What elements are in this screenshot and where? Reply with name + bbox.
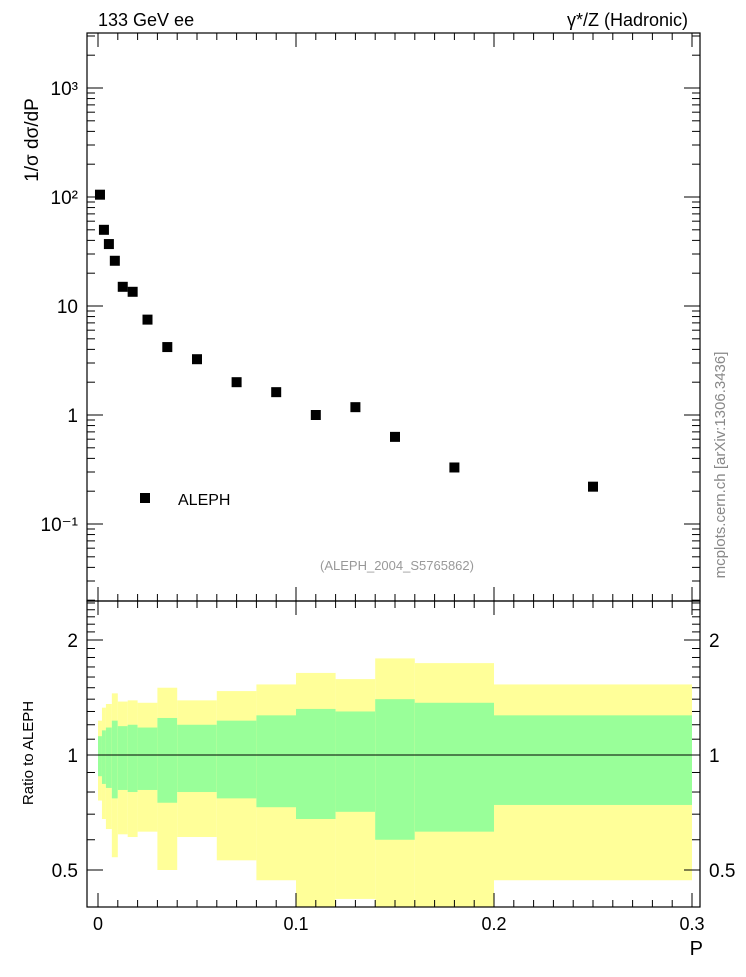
data-point — [94, 189, 105, 200]
data-point — [98, 224, 109, 235]
data-point — [390, 431, 400, 442]
data-point — [162, 342, 173, 353]
data-point — [350, 402, 361, 413]
inner-band-bin — [216, 720, 257, 799]
data-point — [142, 314, 153, 325]
inner-band-bin — [296, 708, 336, 819]
inner-band-bin — [375, 699, 415, 840]
data-point — [449, 462, 460, 473]
legend-marker — [140, 493, 150, 503]
ratio-y-tick-label-right: 1 — [709, 746, 720, 767]
y-tick-label: 10² — [51, 188, 78, 209]
x-tick-label: 0.2 — [481, 914, 506, 934]
ratio-y-tick-label: 1 — [67, 746, 78, 767]
inner-band-bin — [101, 730, 106, 784]
ratio-frame — [86, 600, 701, 908]
inner-band-bin — [127, 724, 138, 793]
data-point — [192, 354, 202, 365]
data-point — [103, 239, 114, 250]
title-right: γ*/Z (Hadronic) — [567, 10, 688, 30]
inner-band-bin — [137, 727, 158, 790]
ratio-y-label: Ratio to ALEPH — [20, 701, 37, 805]
inner-band-bin — [335, 711, 376, 812]
ratio-y-tick-label: 2 — [67, 631, 78, 652]
data-point — [271, 387, 282, 398]
data-point — [231, 377, 242, 388]
y-tick-label: 10 — [57, 297, 78, 318]
y-tick-label: 1 — [67, 406, 78, 427]
y-tick-label: 10⁻¹ — [41, 515, 79, 536]
ratio-y-tick-label-right: 2 — [709, 631, 720, 652]
data-point — [588, 481, 598, 492]
x-tick-label: 0.3 — [679, 914, 704, 934]
inner-band-bin — [157, 717, 178, 803]
data-point — [109, 255, 120, 266]
inner-band-bin — [98, 736, 102, 777]
inner-band-bin — [117, 726, 128, 790]
analysis-annotation: (ALEPH_2004_S5765862) — [320, 558, 474, 573]
top-frame — [86, 32, 701, 602]
x-axis-label: P — [690, 938, 703, 960]
inner-band-bin — [111, 720, 118, 799]
watermark: mcplots.cern.ch [arXiv:1306.3436] — [712, 352, 729, 579]
y-axis-label: 1/σ dσ/dP — [22, 98, 43, 182]
inner-band-bin — [256, 715, 296, 808]
inner-band-bin — [177, 724, 217, 793]
data-point — [127, 286, 138, 297]
x-tick-label: 0 — [93, 914, 103, 934]
inner-band-bin — [105, 727, 112, 788]
inner-band-bin — [494, 715, 692, 805]
y-tick-label: 10³ — [51, 79, 78, 100]
x-tick-label: 0.1 — [283, 914, 308, 934]
data-point — [310, 410, 321, 420]
title-left: 133 GeV ee — [98, 10, 194, 30]
legend-label: ALEPH — [178, 492, 230, 509]
data-point — [117, 281, 128, 292]
ratio-y-tick-label-right: 0.5 — [709, 861, 735, 882]
inner-band-bin — [414, 702, 494, 832]
ratio-y-tick-label: 0.5 — [52, 861, 78, 882]
